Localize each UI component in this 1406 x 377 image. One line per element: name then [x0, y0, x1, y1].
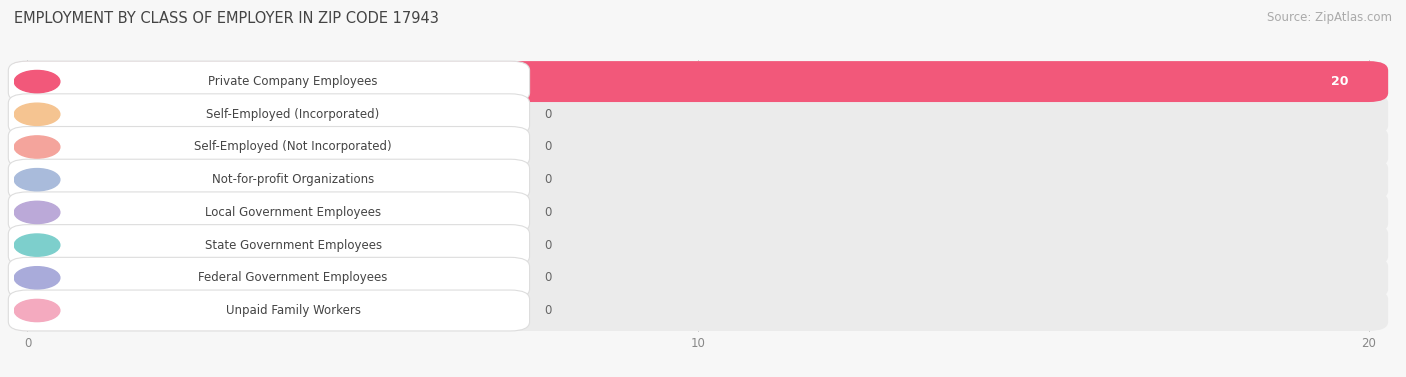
- FancyBboxPatch shape: [8, 225, 530, 265]
- FancyBboxPatch shape: [8, 127, 288, 167]
- Text: 0: 0: [544, 173, 551, 186]
- FancyBboxPatch shape: [8, 127, 1388, 167]
- Text: State Government Employees: State Government Employees: [204, 239, 381, 251]
- Text: 0: 0: [544, 206, 551, 219]
- Circle shape: [14, 103, 60, 126]
- Circle shape: [14, 234, 60, 256]
- FancyBboxPatch shape: [8, 192, 530, 233]
- FancyBboxPatch shape: [8, 159, 288, 200]
- FancyBboxPatch shape: [8, 225, 288, 265]
- Circle shape: [14, 70, 60, 93]
- Text: Federal Government Employees: Federal Government Employees: [198, 271, 388, 284]
- FancyBboxPatch shape: [8, 257, 530, 298]
- FancyBboxPatch shape: [8, 61, 1388, 102]
- FancyBboxPatch shape: [8, 159, 530, 200]
- Circle shape: [14, 169, 60, 191]
- Text: 0: 0: [544, 108, 551, 121]
- Text: Source: ZipAtlas.com: Source: ZipAtlas.com: [1267, 11, 1392, 24]
- Text: Not-for-profit Organizations: Not-for-profit Organizations: [212, 173, 374, 186]
- FancyBboxPatch shape: [8, 290, 288, 331]
- Circle shape: [14, 299, 60, 322]
- FancyBboxPatch shape: [8, 94, 288, 135]
- FancyBboxPatch shape: [8, 159, 1388, 200]
- Text: Unpaid Family Workers: Unpaid Family Workers: [225, 304, 360, 317]
- Text: Local Government Employees: Local Government Employees: [205, 206, 381, 219]
- FancyBboxPatch shape: [8, 290, 530, 331]
- Text: 0: 0: [544, 141, 551, 153]
- Text: EMPLOYMENT BY CLASS OF EMPLOYER IN ZIP CODE 17943: EMPLOYMENT BY CLASS OF EMPLOYER IN ZIP C…: [14, 11, 439, 26]
- Text: Self-Employed (Incorporated): Self-Employed (Incorporated): [207, 108, 380, 121]
- Text: Private Company Employees: Private Company Employees: [208, 75, 378, 88]
- Text: 20: 20: [1331, 75, 1348, 88]
- FancyBboxPatch shape: [8, 61, 530, 102]
- Text: 0: 0: [544, 271, 551, 284]
- FancyBboxPatch shape: [8, 94, 530, 135]
- FancyBboxPatch shape: [8, 61, 1388, 102]
- Text: Self-Employed (Not Incorporated): Self-Employed (Not Incorporated): [194, 141, 392, 153]
- FancyBboxPatch shape: [8, 192, 1388, 233]
- Text: 0: 0: [544, 304, 551, 317]
- FancyBboxPatch shape: [8, 290, 1388, 331]
- FancyBboxPatch shape: [8, 257, 288, 298]
- FancyBboxPatch shape: [8, 94, 1388, 135]
- FancyBboxPatch shape: [8, 257, 1388, 298]
- FancyBboxPatch shape: [8, 127, 530, 167]
- Circle shape: [14, 267, 60, 289]
- Text: 0: 0: [544, 239, 551, 251]
- Circle shape: [14, 201, 60, 224]
- FancyBboxPatch shape: [8, 192, 288, 233]
- FancyBboxPatch shape: [8, 225, 1388, 265]
- Circle shape: [14, 136, 60, 158]
